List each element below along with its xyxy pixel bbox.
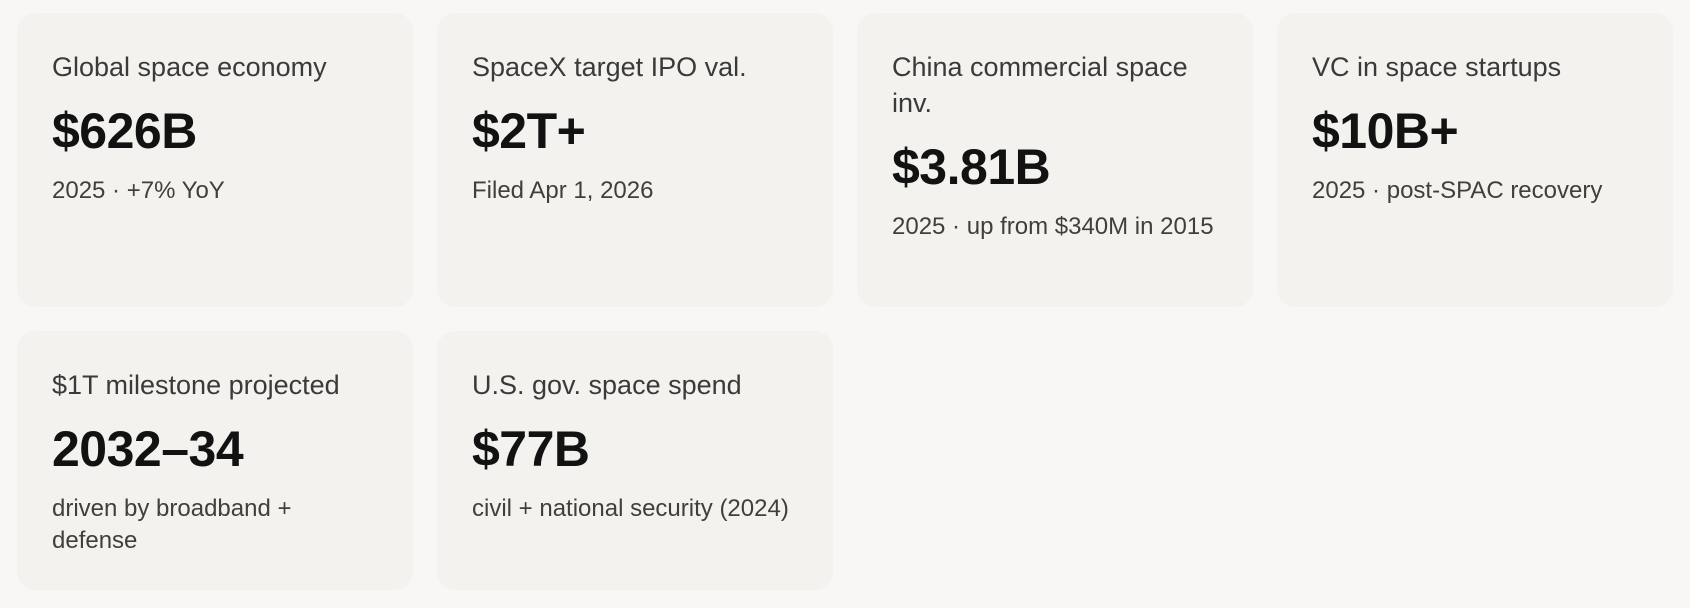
- stat-subtext: 2025 · up from $340M in 2015: [892, 213, 1214, 240]
- stat-label: SpaceX target IPO val.: [472, 52, 747, 82]
- stat-label: VC in space startups: [1312, 52, 1562, 82]
- stat-value: $77B: [472, 421, 590, 477]
- stat-subtext: 2025 · post-SPAC recovery: [1312, 177, 1603, 204]
- stat-card-china-commercial-space: China commercial space inv. $3.81B 2025 …: [857, 13, 1253, 307]
- stat-subtext: driven by broadband + defense: [52, 495, 292, 554]
- stat-label: China commercial space inv.: [892, 52, 1188, 118]
- stat-subtext: 2025 · +7% YoY: [52, 177, 225, 204]
- stat-card-global-space-economy: Global space economy $626B 2025 · +7% Yo…: [17, 13, 413, 307]
- stat-value: 2032–34: [52, 421, 244, 477]
- stat-card-us-gov-space-spend: U.S. gov. space spend $77B civil + natio…: [437, 331, 833, 590]
- stat-subtext: civil + national security (2024): [472, 495, 789, 522]
- stats-grid: Global space economy $626B 2025 · +7% Yo…: [17, 13, 1673, 590]
- stat-value: $626B: [52, 103, 197, 159]
- stat-card-spacex-ipo: SpaceX target IPO val. $2T+ Filed Apr 1,…: [437, 13, 833, 307]
- stat-value: $10B+: [1312, 103, 1459, 159]
- stat-label: U.S. gov. space spend: [472, 370, 742, 400]
- stat-value: $3.81B: [892, 139, 1051, 195]
- stat-subtext: Filed Apr 1, 2026: [472, 177, 654, 204]
- stat-label: $1T milestone projected: [52, 370, 340, 400]
- stat-label: Global space economy: [52, 52, 327, 82]
- stat-card-vc-space-startups: VC in space startups $10B+ 2025 · post-S…: [1277, 13, 1673, 307]
- stat-card-1t-milestone: $1T milestone projected 2032–34 driven b…: [17, 331, 413, 590]
- stat-value: $2T+: [472, 103, 586, 159]
